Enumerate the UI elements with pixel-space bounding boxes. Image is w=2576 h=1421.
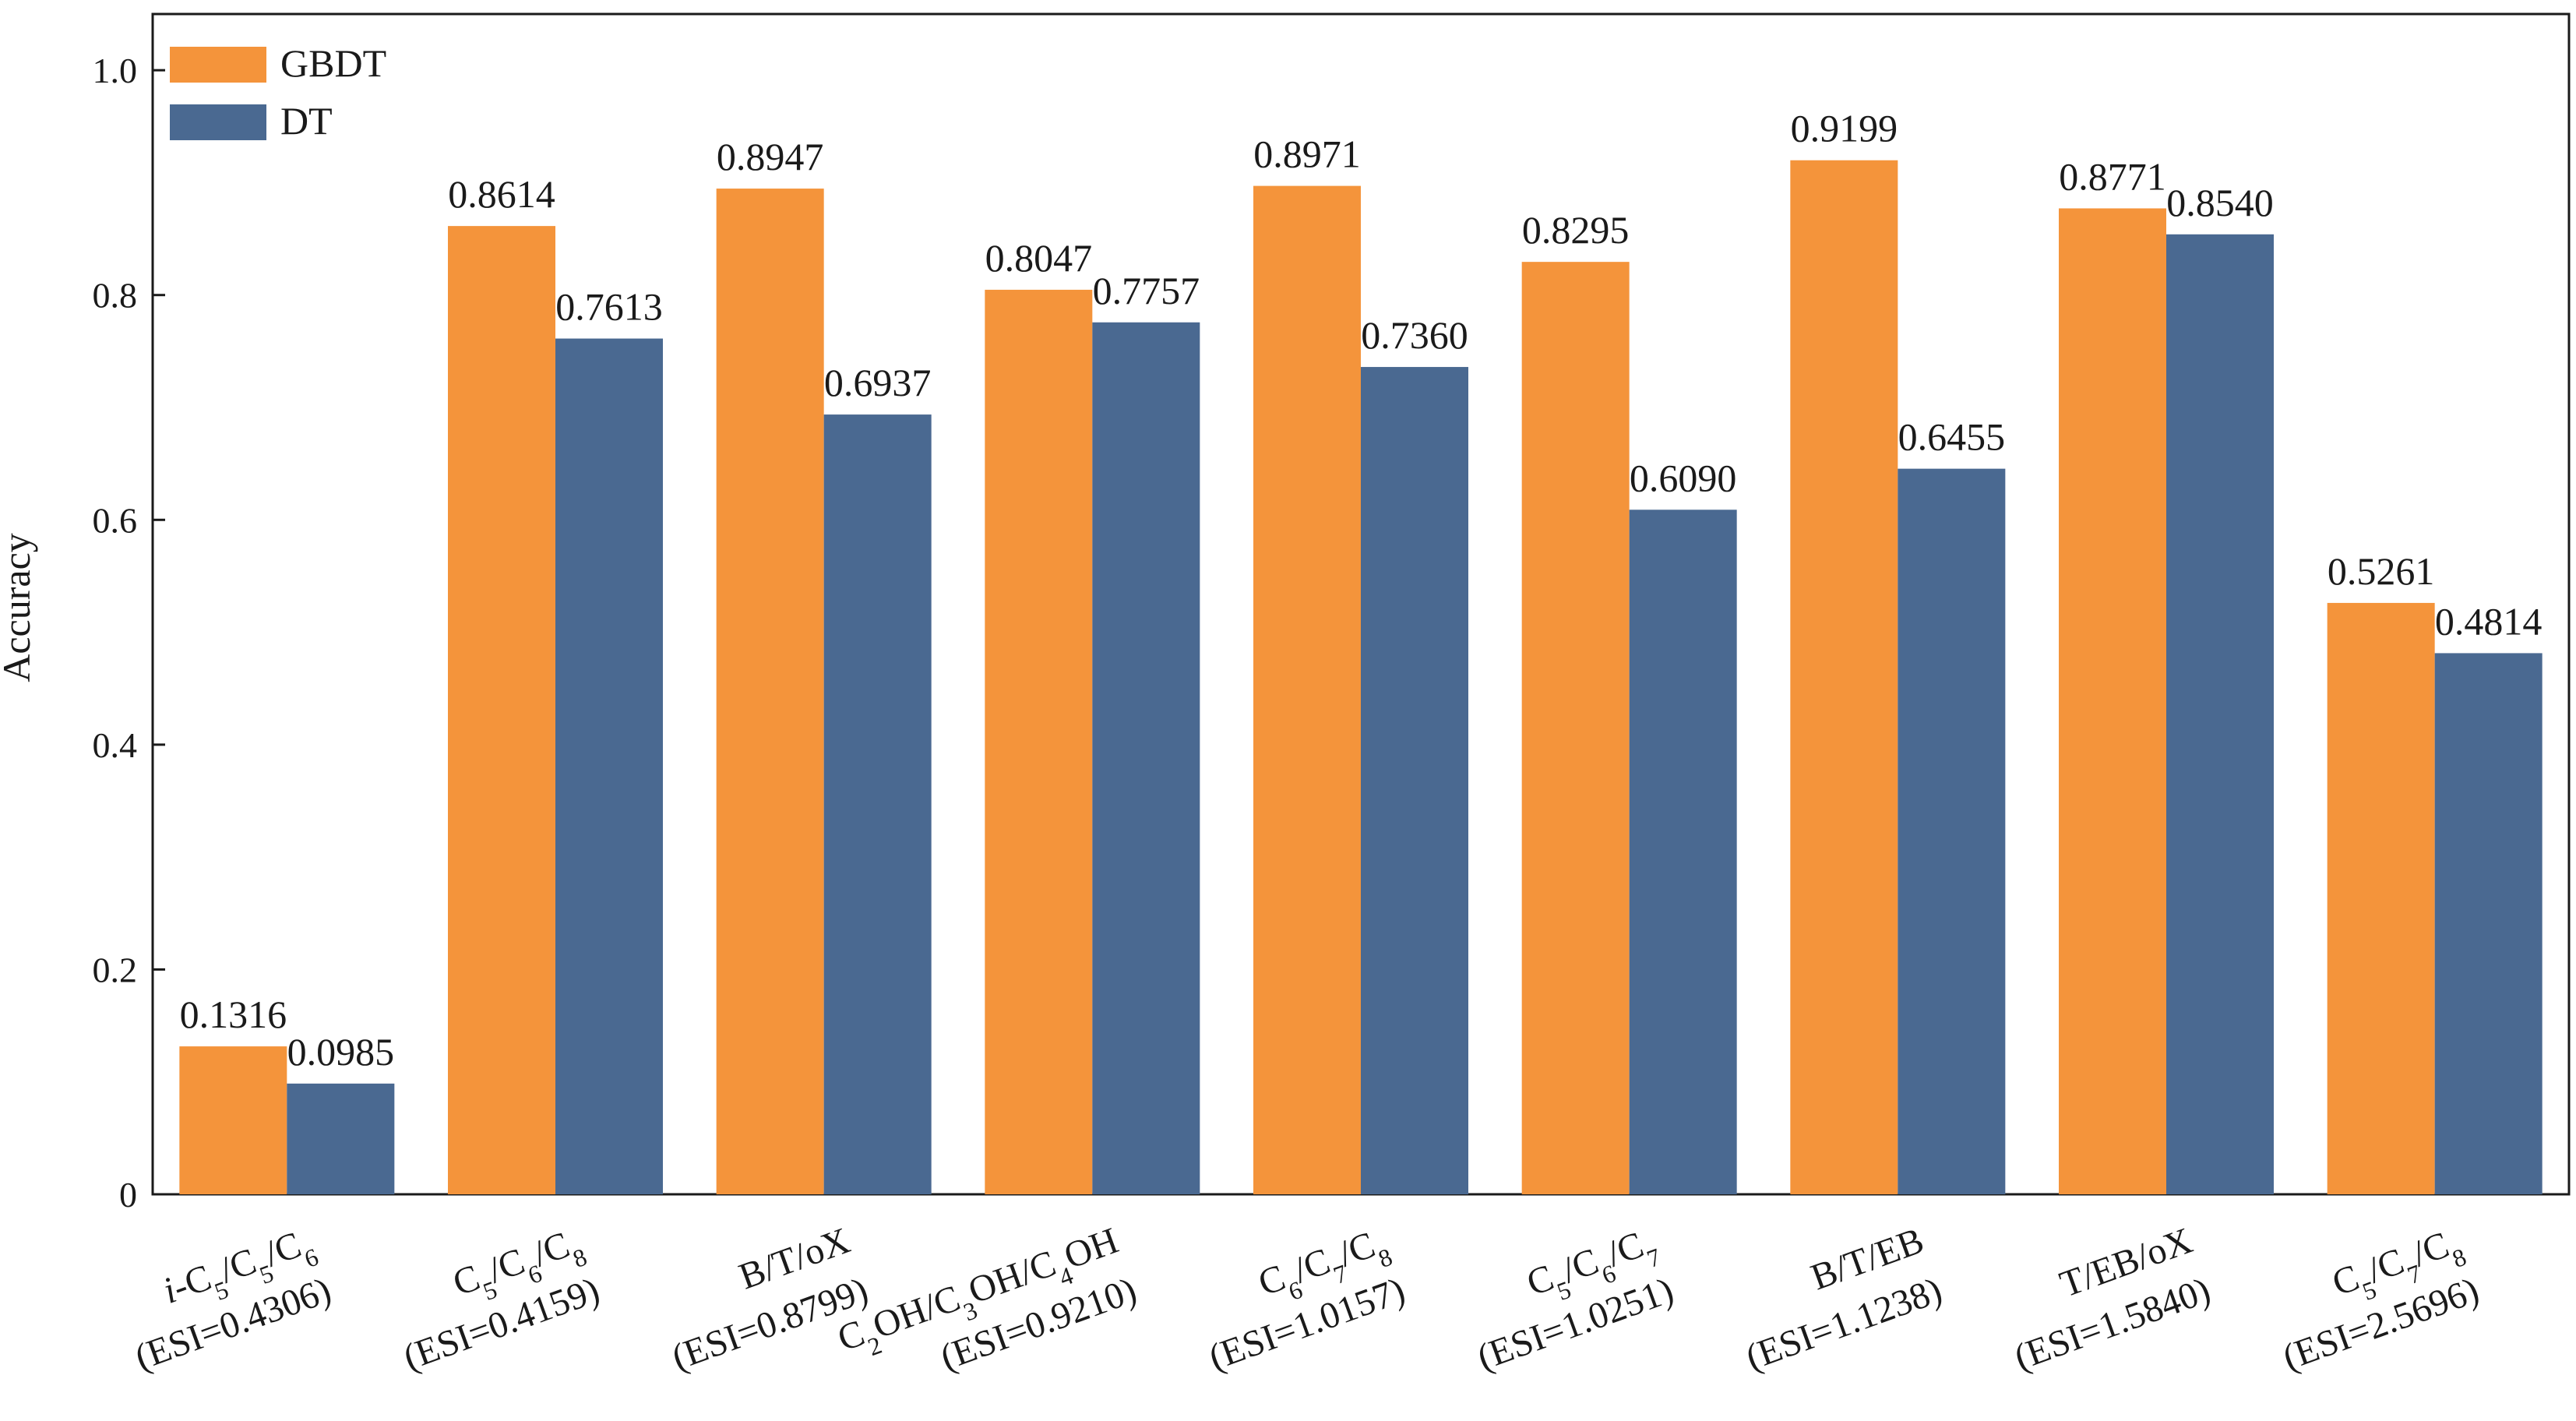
data-label-dt-c3: 0.6937	[824, 361, 932, 404]
bar-gbdt-c8	[2059, 208, 2166, 1195]
bar-dt-c4	[1092, 322, 1200, 1194]
data-label-gbdt-c2: 0.8614	[448, 172, 555, 216]
data-label-gbdt-c4: 0.8047	[985, 236, 1093, 280]
bar-gbdt-c2	[448, 226, 555, 1195]
bar-gbdt-c4	[985, 289, 1093, 1194]
y-axis: 0 0.2 0.4 0.6 0.8 1.0	[93, 51, 165, 1215]
legend-swatch-gbdt	[170, 47, 266, 83]
bar-dt-c8	[2166, 234, 2274, 1194]
bars	[179, 160, 2543, 1195]
data-label-dt-c8: 0.8540	[2166, 181, 2274, 224]
data-label-dt-c4: 0.7757	[1093, 269, 1200, 312]
y-tick-label: 0.2	[93, 950, 138, 989]
bar-gbdt-c1	[179, 1046, 287, 1194]
data-label-gbdt-c5: 0.8971	[1253, 132, 1361, 176]
bar-gbdt-c3	[716, 189, 824, 1195]
legend-label-dt: DT	[280, 99, 333, 143]
bar-dt-c2	[555, 338, 663, 1194]
bar-dt-c3	[823, 414, 932, 1194]
category-label-c8: T/EB/oX(ESI=1.5840)	[2009, 1220, 2215, 1379]
y-tick-label: 0.6	[93, 500, 138, 540]
bar-gbdt-c7	[1790, 160, 1898, 1195]
legend-label-gbdt: GBDT	[280, 41, 386, 85]
data-label-dt-c7: 0.6455	[1898, 415, 2006, 459]
x-axis-category-labels: i-C5/C5/C6(ESI=0.4306) C5/C6/C8(ESI=0.415…	[129, 1220, 2484, 1379]
category-label-c2: C5/C6/C8(ESI=0.4159)	[398, 1220, 604, 1378]
legend: GBDT DT	[170, 41, 386, 143]
category-label-c9: C5/C7/C8(ESI=2.5696)	[2278, 1224, 2484, 1378]
bar-gbdt-c6	[1521, 262, 1630, 1194]
category-label-c1: i-C5/C5/C6(ESI=0.4306)	[129, 1224, 336, 1378]
bar-dt-c5	[1361, 367, 1468, 1194]
category-label-c6: C5/C6/C7(ESI=1.0251)	[1472, 1224, 1679, 1378]
y-tick-label: 0	[119, 1175, 137, 1215]
data-labels: 0.1316 0.8614 0.8947 0.8047 0.8971 0.8295 0.91…	[180, 107, 2543, 1074]
bar-dt-c1	[287, 1083, 395, 1194]
bar-dt-c7	[1898, 468, 2006, 1194]
data-label-dt-c6: 0.6090	[1630, 456, 1737, 499]
category-name: C5/C6/C8	[448, 1220, 590, 1314]
data-label-gbdt-c1: 0.1316	[180, 993, 287, 1036]
data-label-dt-c5: 0.7360	[1361, 313, 1468, 357]
y-tick-label: 1.0	[93, 51, 138, 90]
data-label-gbdt-c6: 0.8295	[1522, 208, 1630, 252]
data-label-dt-c9: 0.4814	[2435, 599, 2543, 643]
category-label-c5: C6/C7/C8(ESI=1.0157)	[1203, 1224, 1410, 1378]
data-label-gbdt-c9: 0.5261	[2328, 549, 2435, 593]
category-label-c3: B/T/oX(ESI=0.8799)	[667, 1220, 873, 1379]
y-tick-label: 0.4	[93, 725, 138, 765]
bar-gbdt-c5	[1253, 185, 1361, 1195]
data-label-dt-c2: 0.7613	[555, 285, 663, 329]
bar-dt-c6	[1629, 510, 1737, 1194]
y-axis-label: Accuracy	[0, 533, 38, 682]
category-label-c4: C2OH/C3OH/C4OH(ESI=0.9210)	[833, 1220, 1142, 1379]
category-label-c7: B/T/EB(ESI=1.1238)	[1740, 1220, 1947, 1379]
legend-swatch-dt	[170, 104, 266, 140]
data-label-dt-c1: 0.0985	[287, 1030, 395, 1074]
bar-dt-c9	[2434, 653, 2543, 1194]
bar-gbdt-c9	[2327, 602, 2435, 1194]
y-tick-label: 0.8	[93, 276, 138, 316]
data-label-gbdt-c3: 0.8947	[717, 135, 824, 178]
data-label-gbdt-c8: 0.8771	[2059, 154, 2166, 198]
data-label-gbdt-c7: 0.9199	[1791, 107, 1898, 150]
